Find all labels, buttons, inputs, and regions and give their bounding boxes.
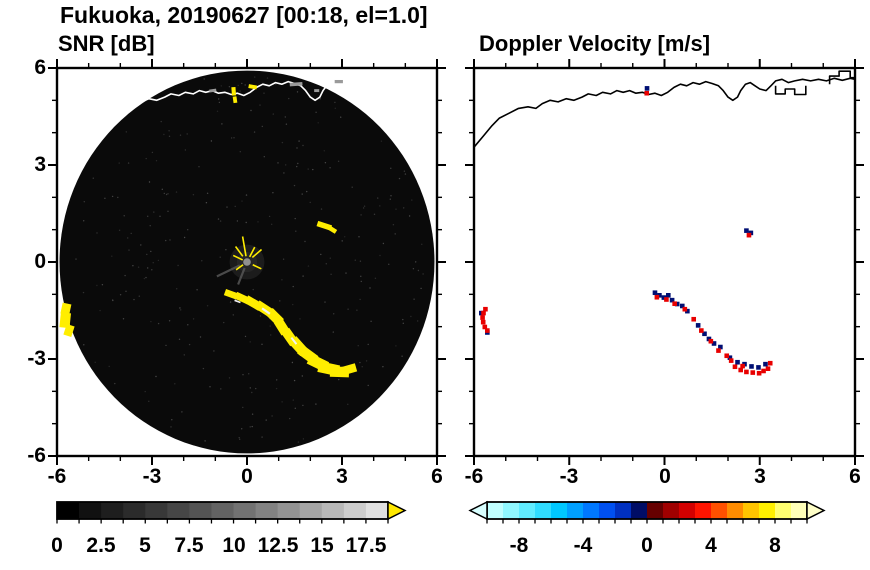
velocity-plot — [465, 59, 864, 465]
snr-colorbar — [56, 500, 407, 524]
velocity-colorbar-tick-label: 8 — [769, 534, 781, 557]
snr-colorbar-tick-label: 2.5 — [86, 534, 116, 557]
snr-colorbar-tick-label: 7.5 — [174, 534, 204, 557]
snr-panel-title: SNR [dB] — [58, 31, 155, 56]
snr-x-tick-label: 6 — [431, 465, 443, 488]
snr-colorbar-tick-label: 17.5 — [345, 534, 387, 557]
vel-x-tick-label: 0 — [659, 465, 671, 488]
vel-x-tick-label: 3 — [754, 465, 766, 488]
figure-title: Fukuoka, 20190627 [00:18, el=1.0] — [60, 2, 428, 28]
snr-x-tick-label: -6 — [47, 465, 67, 488]
vel-x-tick-label: -6 — [464, 465, 484, 488]
velocity-panel-title: Doppler Velocity [m/s] — [479, 31, 711, 56]
velocity-colorbar-tick-label: 4 — [705, 534, 717, 557]
snr-colorbar-tick-label: 0 — [51, 534, 63, 557]
velocity-colorbar-tick-label: 0 — [641, 534, 653, 557]
y-tick-label: -3 — [27, 347, 46, 370]
velocity-colorbar — [468, 500, 826, 524]
snr-colorbar-tick-label: 10 — [222, 534, 246, 557]
velocity-colorbar-tick-label: -4 — [573, 534, 593, 557]
snr-x-tick-label: 0 — [241, 465, 253, 488]
vel-x-tick-label: -3 — [559, 465, 579, 488]
velocity-colorbar-tick-label: -8 — [509, 534, 529, 557]
y-tick-label: 6 — [34, 56, 46, 79]
snr-colorbar-tick-label: 12.5 — [257, 534, 299, 557]
snr-x-tick-label: 3 — [336, 465, 348, 488]
snr-colorbar-tick-label: 5 — [139, 534, 151, 557]
y-tick-label: 0 — [34, 250, 46, 273]
y-tick-label: 3 — [34, 153, 46, 176]
y-tick-label: -6 — [27, 444, 46, 467]
snr-x-tick-label: -3 — [142, 465, 162, 488]
snr-plot — [48, 59, 446, 465]
snr-colorbar-tick-label: 15 — [310, 534, 334, 557]
vel-x-tick-label: 6 — [849, 465, 861, 488]
